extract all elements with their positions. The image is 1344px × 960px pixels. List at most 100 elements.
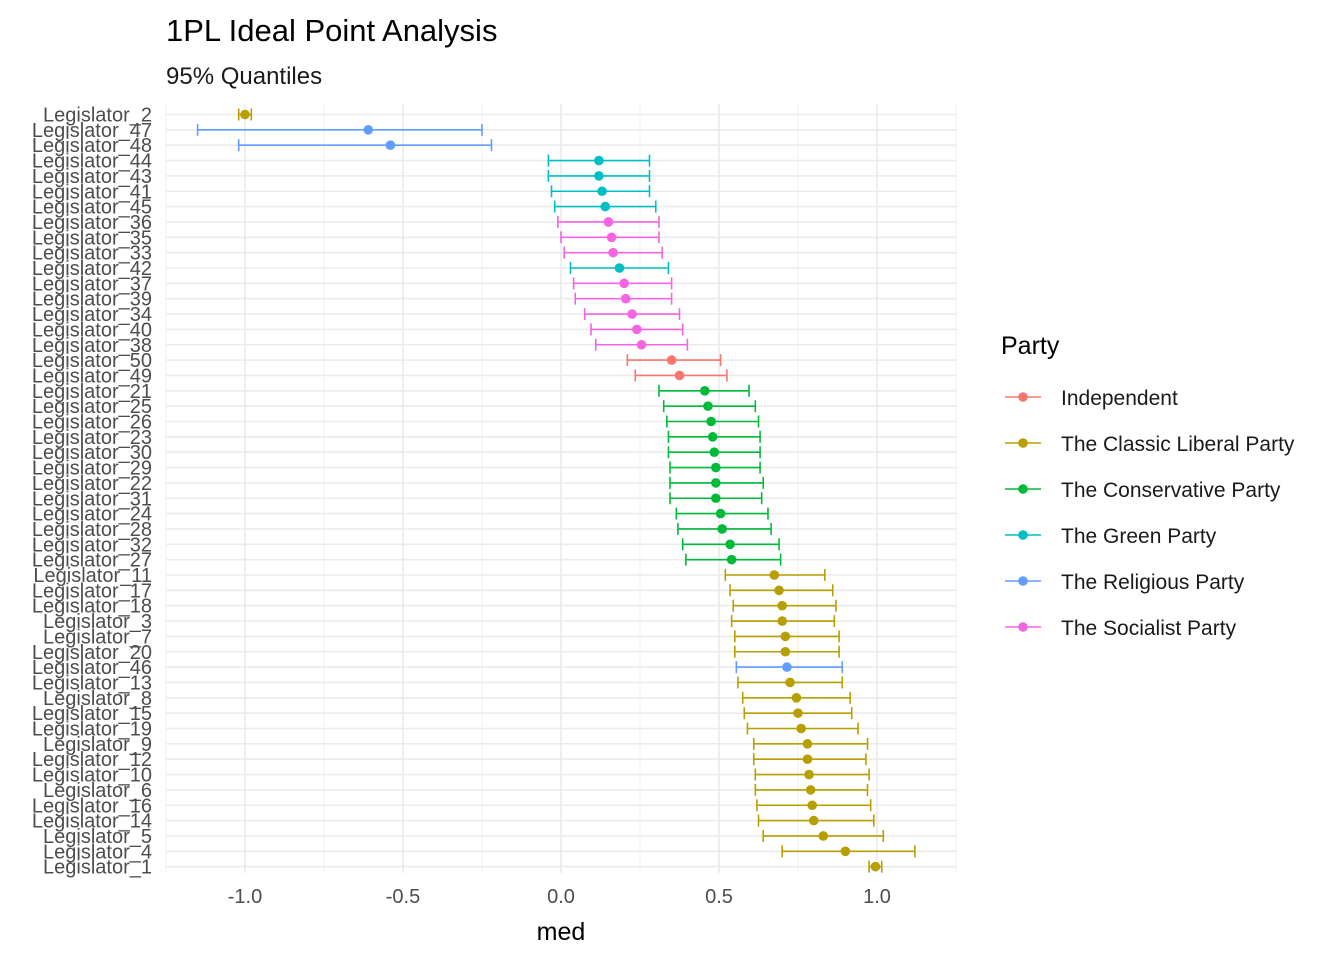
- median-point: [774, 585, 784, 596]
- x-tick-label: 0.5: [705, 886, 733, 908]
- median-point: [674, 370, 685, 381]
- median-point: [600, 201, 611, 212]
- median-points: [240, 109, 881, 872]
- x-tick-label: -1.0: [228, 886, 262, 908]
- median-point: [796, 723, 806, 734]
- median-point: [709, 447, 720, 458]
- y-tick-label: Legislator_49: [32, 365, 152, 387]
- legend-item: The Conservative Party: [1005, 479, 1281, 502]
- median-point: [711, 478, 721, 488]
- y-tick-label: Legislator_50: [32, 350, 152, 372]
- median-point: [606, 232, 617, 243]
- y-tick-label: Legislator_27: [32, 550, 152, 572]
- y-tick-label: Legislator_30: [32, 442, 152, 464]
- y-tick-label: Legislator_48: [32, 135, 152, 157]
- median-point: [804, 769, 814, 780]
- y-tick-label: Legislator_15: [32, 703, 152, 725]
- x-tick-label: 1.0: [863, 886, 891, 908]
- y-tick-label: Legislator_39: [32, 289, 152, 311]
- median-point: [603, 217, 614, 227]
- median-point: [632, 324, 642, 335]
- y-tick-label: Legislator_36: [32, 212, 152, 234]
- legend-item: Independent: [1005, 387, 1178, 410]
- median-point: [597, 186, 607, 197]
- legend-key-point: [1018, 484, 1028, 494]
- median-point: [594, 155, 604, 166]
- median-point: [725, 539, 735, 550]
- y-tick-label: Legislator_47: [32, 120, 152, 142]
- legend-label: The Religious Party: [1061, 571, 1245, 594]
- y-tick-label: Legislator_23: [32, 427, 152, 449]
- median-point: [780, 631, 791, 642]
- x-axis-tick-labels: -1.0 -0.5 0.0 0.5 1.0: [228, 886, 891, 908]
- median-point: [785, 677, 795, 688]
- median-point: [805, 785, 816, 795]
- x-axis-label: med: [537, 918, 586, 946]
- y-tick-label: Legislator_2: [43, 105, 152, 127]
- median-point: [666, 355, 677, 365]
- median-point: [769, 570, 780, 580]
- y-tick-label: Legislator_44: [32, 151, 152, 173]
- y-tick-label: Legislator_5: [43, 826, 152, 848]
- legend-item: The Classic Liberal Party: [1005, 433, 1295, 456]
- median-point: [703, 401, 713, 411]
- y-tick-label: Legislator_33: [32, 243, 152, 265]
- legend-label: The Green Party: [1061, 525, 1217, 548]
- legend-item: The Socialist Party: [1005, 617, 1237, 640]
- y-tick-label: Legislator_41: [32, 181, 152, 203]
- grid: [165, 104, 957, 873]
- median-point: [717, 524, 727, 534]
- y-tick-label: Legislator_24: [32, 504, 152, 526]
- median-point: [791, 693, 802, 703]
- median-point: [780, 646, 791, 657]
- y-tick-label: Legislator_37: [32, 273, 152, 295]
- legend-item: The Green Party: [1005, 525, 1217, 548]
- median-point: [807, 800, 818, 811]
- median-point: [363, 125, 374, 135]
- y-tick-label: Legislator_6: [43, 780, 152, 802]
- median-point: [726, 554, 737, 565]
- median-point: [706, 416, 716, 427]
- y-tick-label: Legislator_19: [32, 719, 152, 741]
- y-tick-label: Legislator_25: [32, 396, 152, 418]
- y-tick-label: Legislator_40: [32, 319, 152, 341]
- median-point: [802, 754, 813, 764]
- legend-key-point: [1018, 392, 1028, 402]
- median-point: [840, 846, 851, 857]
- y-tick-label: Legislator_21: [32, 381, 152, 403]
- median-point: [793, 708, 803, 718]
- legend-label: The Classic Liberal Party: [1061, 433, 1295, 456]
- legend: Party Independent The Classic Liberal Par…: [1001, 332, 1295, 640]
- median-point: [385, 140, 396, 150]
- legend-label: Independent: [1061, 387, 1178, 410]
- y-tick-label: Legislator_35: [32, 227, 152, 249]
- median-point: [614, 263, 625, 273]
- y-tick-label: Legislator_31: [32, 488, 152, 510]
- chart-subtitle: 95% Quantiles: [166, 63, 322, 90]
- legend-title: Party: [1001, 332, 1060, 360]
- median-point: [711, 462, 721, 473]
- legend-label: The Socialist Party: [1061, 617, 1237, 640]
- y-tick-label: Legislator_32: [32, 534, 152, 556]
- legend-item: The Religious Party: [1005, 571, 1245, 594]
- x-tick-label: 0.0: [547, 886, 575, 908]
- median-point: [707, 432, 718, 442]
- median-point: [240, 109, 250, 120]
- median-point: [608, 247, 618, 258]
- median-point: [809, 815, 819, 826]
- y-tick-label: Legislator_45: [32, 197, 152, 219]
- y-tick-label: Legislator_11: [33, 565, 152, 587]
- median-point: [627, 309, 637, 319]
- y-tick-label: Legislator_7: [43, 626, 152, 648]
- error-bar: [237, 139, 493, 152]
- median-point: [594, 171, 604, 181]
- y-tick-label: Legislator_26: [32, 412, 152, 434]
- legend-key-point: [1018, 530, 1028, 540]
- y-tick-label: Legislator_10: [32, 765, 152, 787]
- legend-key-point: [1018, 576, 1028, 586]
- y-tick-label: Legislator_38: [32, 335, 152, 357]
- y-tick-label: Legislator_4: [43, 841, 152, 863]
- y-tick-label: Legislator_34: [32, 304, 152, 326]
- y-tick-label: Legislator_12: [32, 749, 152, 771]
